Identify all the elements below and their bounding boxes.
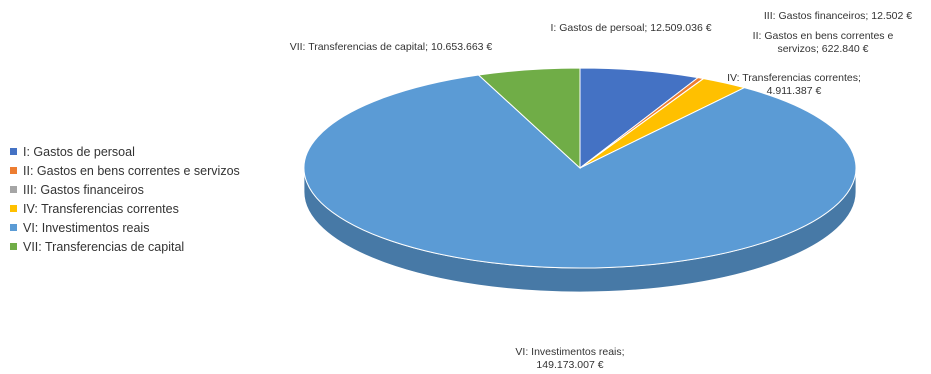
data-label-gastos-financeiros: III: Gastos financeiros; 12.502 € (764, 10, 912, 22)
data-label-line-investimentos-reais: 149.173.007 € (536, 359, 603, 369)
data-label-investimentos-reais: VI: Investimentos reais; 149.173.007 € (515, 346, 624, 369)
legend-swatch-investimentos-reais (10, 224, 17, 231)
data-label-line-gastos-persoal: I: Gastos de persoal; 12.509.036 € (550, 22, 711, 34)
data-label-line-gastos-bens: II: Gastos en bens correntes e (753, 30, 894, 42)
data-label-line-transferencias-capital: VII: Transferencias de capital; 10.653.6… (290, 41, 493, 53)
legend-swatch-gastos-financeiros (10, 186, 17, 193)
pie-slice-investimentos-reais (303, 74, 857, 269)
data-label-line-investimentos-reais: VI: Investimentos reais; (515, 346, 624, 358)
legend-label-gastos-bens: II: Gastos en bens correntes e servizos (23, 163, 240, 178)
legend-item-transferencias-capital: VII: Transferencias de capital (10, 237, 240, 256)
legend-item-investimentos-reais: VI: Investimentos reais (10, 218, 240, 237)
legend-swatch-gastos-persoal (10, 148, 17, 155)
data-label-transferencias-correntes: IV: Transferencias correntes; 4.911.387 € (727, 72, 861, 97)
pie-slice-gastos-persoal (579, 67, 700, 170)
data-label-line-gastos-financeiros: III: Gastos financeiros; 12.502 € (764, 10, 912, 22)
legend-swatch-gastos-bens (10, 167, 17, 174)
data-labels: I: Gastos de persoal; 12.509.036 € II: Ga… (290, 10, 913, 371)
legend-label-gastos-financeiros: III: Gastos financeiros (23, 182, 144, 197)
legend-item-gastos-bens: II: Gastos en bens correntes e servizos (10, 161, 240, 180)
legend-swatch-transferencias-capital (10, 243, 17, 250)
data-label-line-transferencias-correntes: 4.911.387 € (767, 85, 822, 97)
legend-label-gastos-persoal: I: Gastos de persoal (23, 144, 135, 159)
data-label-transferencias-capital: VII: Transferencias de capital; 10.653.6… (290, 41, 493, 53)
legend-item-gastos-persoal: I: Gastos de persoal (10, 142, 240, 161)
legend-swatch-transferencias-correntes (10, 205, 17, 212)
data-label-line-gastos-bens: servizos; 622.840 € (777, 43, 868, 55)
pie-slices (303, 67, 857, 269)
legend-item-transferencias-correntes: IV: Transferencias correntes (10, 199, 240, 218)
legend-label-transferencias-correntes: IV: Transferencias correntes (23, 201, 179, 216)
chart-legend: I: Gastos de persoal II: Gastos en bens … (10, 142, 240, 256)
legend-label-investimentos-reais: VI: Investimentos reais (23, 220, 150, 235)
legend-label-transferencias-capital: VII: Transferencias de capital (23, 239, 185, 254)
pie-slice-transferencias-capital (477, 67, 581, 170)
legend-item-gastos-financeiros: III: Gastos financeiros (10, 180, 240, 199)
data-label-gastos-persoal: I: Gastos de persoal; 12.509.036 € (550, 22, 711, 34)
data-label-gastos-bens: II: Gastos en bens correntes e servizos; … (753, 30, 894, 55)
data-label-line-transferencias-correntes: IV: Transferencias correntes; (727, 72, 861, 84)
